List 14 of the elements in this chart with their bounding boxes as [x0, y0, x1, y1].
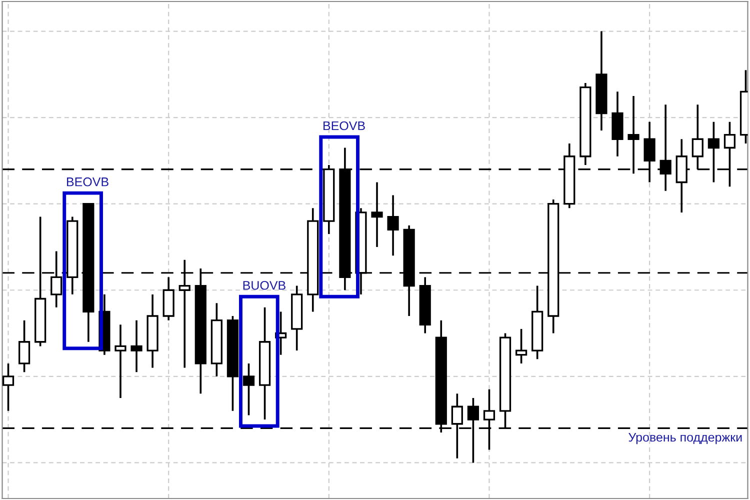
- annotation: BUOVB: [243, 280, 286, 290]
- candlestick: [242, 362, 255, 416]
- annotation: BEOVB: [67, 177, 108, 186]
- candlestick: [130, 319, 142, 373]
- ref-line-label: Уровень поддержки: [628, 432, 742, 444]
- candlestick: [515, 328, 528, 364]
- annotation: BEOVB: [324, 121, 365, 130]
- candlestick: [2, 362, 14, 412]
- candlestick: [387, 194, 399, 257]
- candlestick: [708, 120, 720, 184]
- candlestick: [18, 319, 30, 373]
- candlestick: [114, 324, 126, 399]
- candlestick: [628, 95, 640, 175]
- candlestick: [371, 181, 383, 248]
